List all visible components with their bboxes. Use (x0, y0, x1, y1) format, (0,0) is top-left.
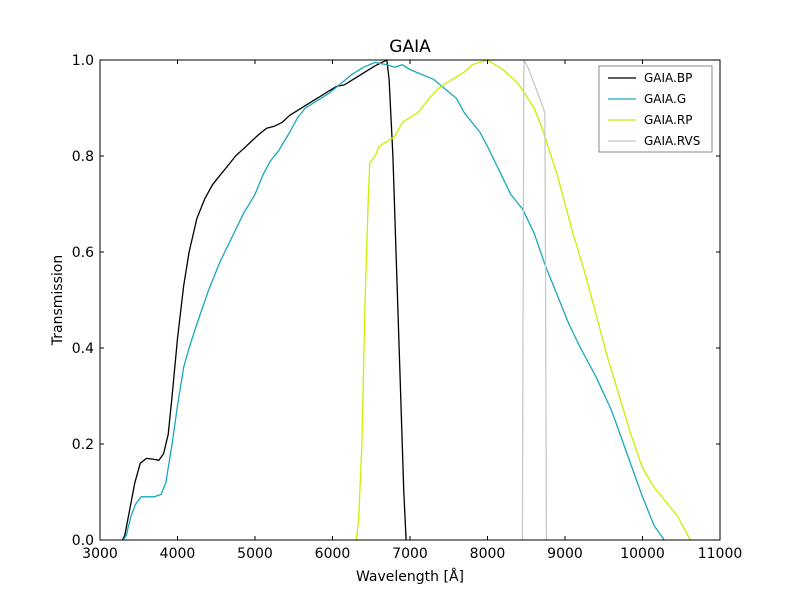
y-axis-label: Transmission (50, 255, 66, 346)
x-tick-label: 6000 (315, 546, 351, 562)
x-axis-label: Wavelength [Å] (356, 568, 464, 585)
series-line-gaia-rp (355, 59, 692, 541)
legend-label-rp: GAIA.RP (644, 113, 692, 127)
y-tick-label: 0.8 (72, 149, 94, 165)
legend-label-rvs: GAIA.RVS (644, 134, 700, 148)
y-tick-label: 1.0 (72, 53, 94, 69)
legend-frame (598, 65, 713, 153)
x-tick-label: 10000 (620, 546, 665, 562)
x-tick-label: 11000 (698, 546, 743, 562)
series-layer (121, 59, 692, 541)
series-line-gaia-g (122, 61, 665, 541)
x-tick-label: 9000 (547, 546, 583, 562)
ticks-layer: 3000 4000 5000 6000 7000 8000 9000 10000 11000 0.… (72, 53, 743, 562)
y-tick-label: 0.6 (72, 245, 94, 261)
x-tick-label: 8000 (470, 546, 506, 562)
y-tick-label: 0.4 (72, 341, 94, 357)
x-tick-label: 7000 (392, 546, 428, 562)
x-tick-label: 4000 (160, 546, 196, 562)
y-tick-label: 0.2 (72, 437, 94, 453)
series-line-gaia-rvs (521, 59, 548, 541)
legend-label-g: GAIA.G (644, 92, 686, 106)
plot-frame (99, 59, 721, 541)
chart-title: GAIA (389, 37, 431, 57)
x-tick-label: 5000 (237, 546, 273, 562)
legend: GAIA.BP GAIA.G GAIA.RP GAIA.RVS (598, 65, 713, 153)
legend-label-bp: GAIA.BP (644, 71, 692, 85)
x-tick-label: 3000 (82, 546, 118, 562)
y-tick-label: 0.0 (72, 533, 94, 549)
